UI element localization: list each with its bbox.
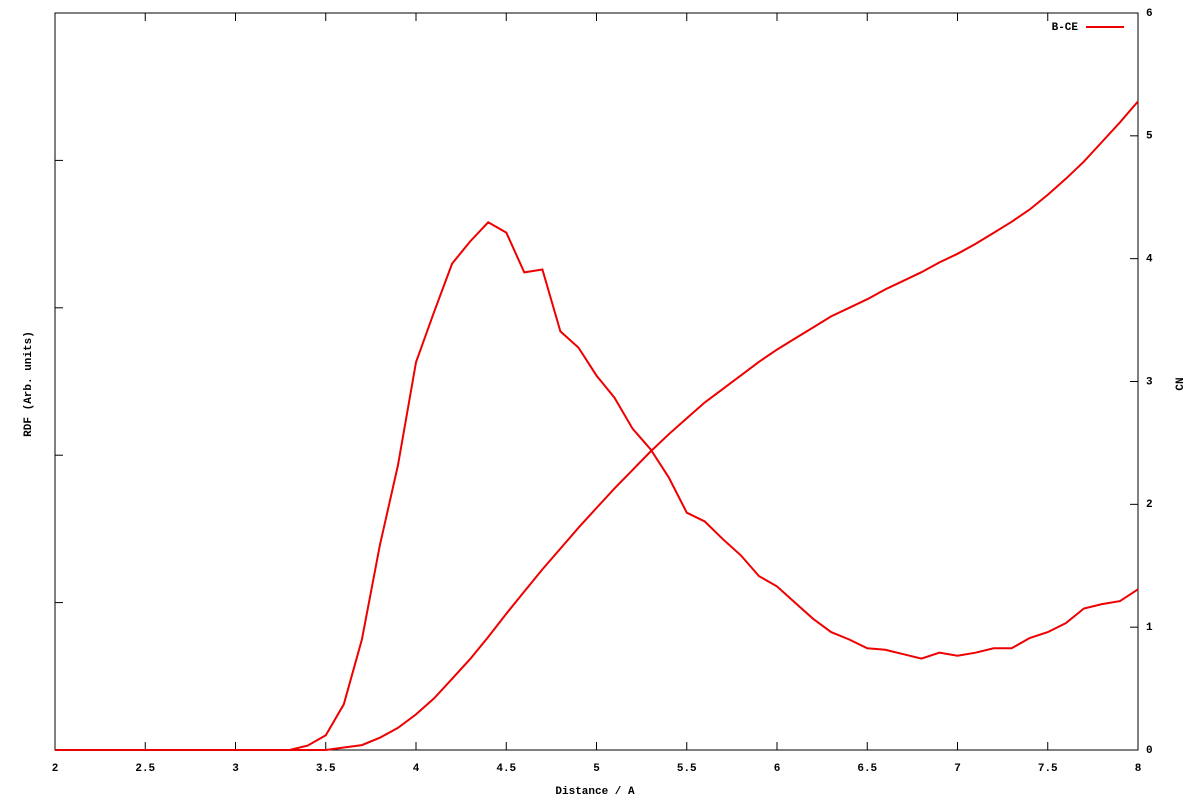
y2-tick-label: 0 xyxy=(1146,745,1153,757)
x-tick-label: 5 xyxy=(593,763,600,775)
x-tick-label: 4.5 xyxy=(496,763,516,775)
x-tick-label: 2.5 xyxy=(135,763,155,775)
x-tick-label: 8 xyxy=(1135,763,1142,775)
y2-tick-label: 5 xyxy=(1146,131,1153,143)
x-tick-label: 4 xyxy=(413,763,420,775)
y2-tick-label: 3 xyxy=(1146,376,1153,388)
x-axis-label: Distance / A xyxy=(555,786,635,798)
y2-tick-label: 6 xyxy=(1146,8,1153,20)
data-line xyxy=(55,100,1139,751)
x-tick-label: 7 xyxy=(954,763,961,775)
x-tick-label: 6 xyxy=(774,763,781,775)
y2-tick-label: 4 xyxy=(1146,254,1153,266)
x-tick-label: 3.5 xyxy=(316,763,336,775)
legend-label: B-CE xyxy=(1052,22,1079,34)
x-tick-label: 2 xyxy=(52,763,59,775)
y2-tick-label: 1 xyxy=(1146,622,1153,634)
x-tick-label: 6.5 xyxy=(857,763,877,775)
x-tick-label: 5.5 xyxy=(677,763,697,775)
y-axis-label: RDF (Arb. units) xyxy=(23,331,35,437)
data-line xyxy=(55,221,1139,751)
y2-axis-label: CN xyxy=(1175,377,1187,390)
x-tick-label: 7.5 xyxy=(1038,763,1058,775)
y2-tick-label: 2 xyxy=(1146,499,1153,511)
x-tick-label: 3 xyxy=(232,763,239,775)
plot-frame xyxy=(54,12,1139,751)
